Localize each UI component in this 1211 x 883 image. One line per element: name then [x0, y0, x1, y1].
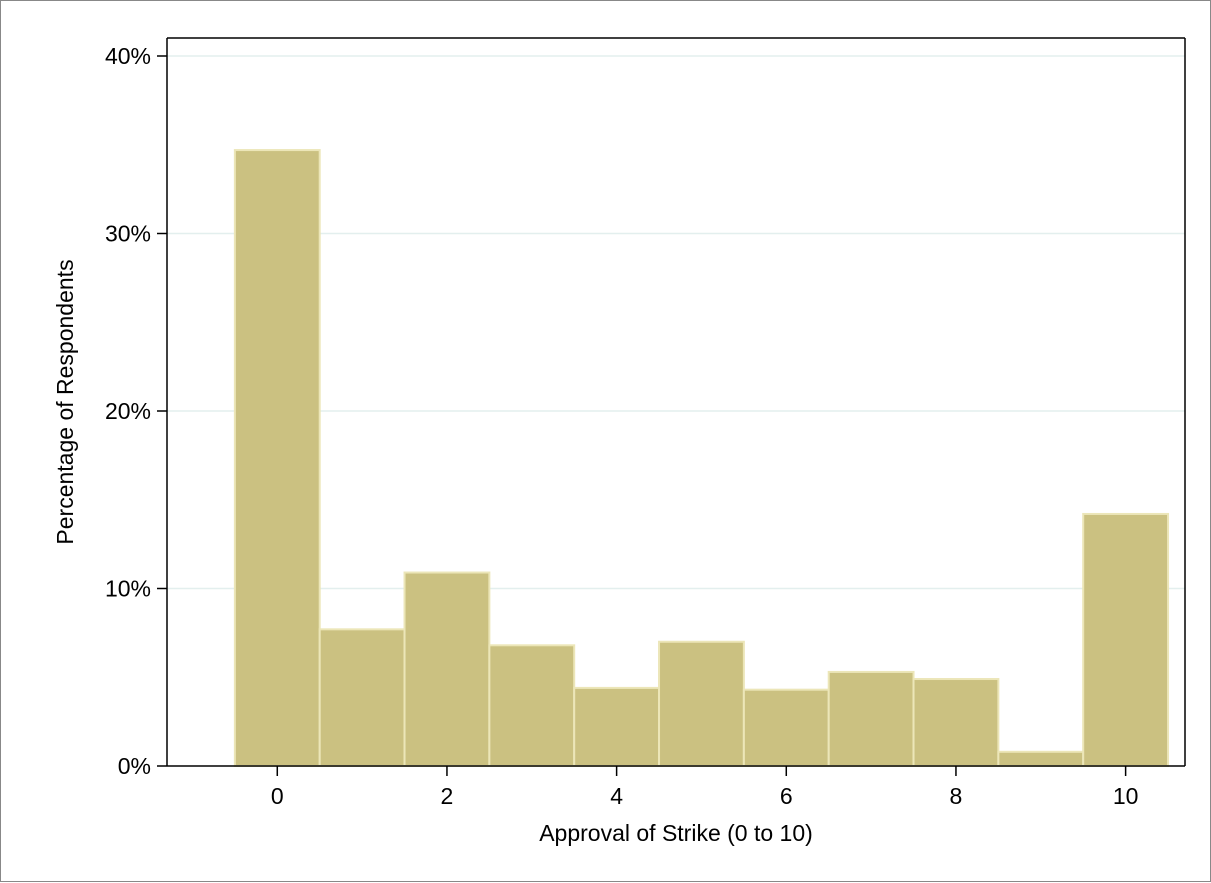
histogram-bar-5: [658, 640, 745, 767]
y-tick-label: 0%: [118, 753, 151, 779]
histogram-bar-7: [827, 670, 915, 767]
histogram-bar-4: [573, 686, 661, 768]
histogram-bar-10: [1082, 512, 1170, 768]
histogram-bar-1: [318, 628, 406, 768]
y-tick-label: 20%: [105, 398, 151, 424]
histogram-bar-9: [997, 750, 1085, 767]
histogram-bar-8: [912, 678, 1000, 768]
x-tick-label: 0: [271, 783, 284, 809]
y-tick-label: 40%: [105, 43, 151, 69]
x-tick-label: 10: [1113, 783, 1139, 809]
y-axis-ticks: 0% 10% 20% 30% 40%: [105, 43, 167, 779]
x-axis-title: Approval of Strike (0 to 10): [539, 820, 813, 846]
histogram-bar-0: [233, 149, 321, 767]
x-axis-ticks: 0 2 4 6 8 10: [271, 766, 1139, 809]
histogram-bar-6: [742, 688, 830, 767]
grid-lines: [167, 55, 1185, 590]
x-tick-label: 6: [780, 783, 793, 809]
histogram-bar-2: [403, 571, 491, 768]
y-tick-label: 30%: [105, 221, 151, 247]
x-tick-label: 4: [610, 783, 623, 809]
histogram-bar-3: [488, 644, 576, 767]
x-tick-label: 2: [441, 783, 454, 809]
axes: [166, 37, 1186, 767]
x-tick-label: 8: [950, 783, 963, 809]
bars: [233, 149, 1170, 768]
y-tick-label: 10%: [105, 576, 151, 602]
y-axis-title: Percentage of Respondents: [52, 259, 78, 544]
